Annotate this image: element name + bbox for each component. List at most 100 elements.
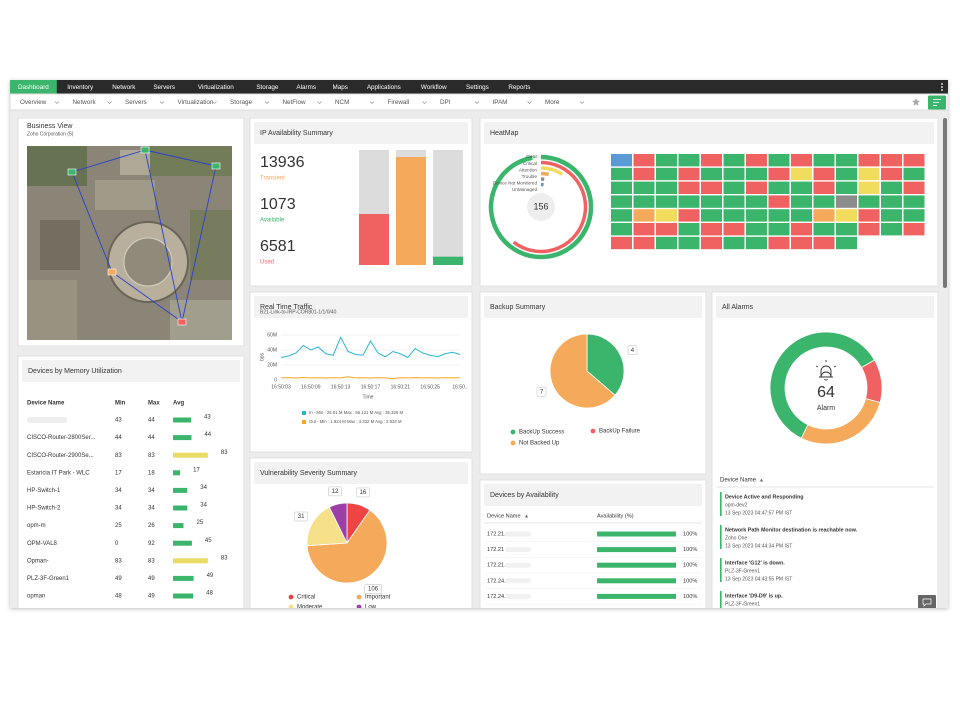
heatmap-cell[interactable] (791, 209, 812, 222)
heatmap-cell[interactable] (723, 195, 745, 208)
heatmap-cell[interactable] (678, 236, 700, 250)
heatmap-cell[interactable] (678, 167, 700, 181)
nav-tab[interactable]: Dashboard (18, 84, 49, 91)
heatmap-cell[interactable] (656, 209, 677, 222)
pie-slice[interactable] (306, 509, 388, 584)
heatmap-cell[interactable] (791, 154, 812, 167)
heatmap-cell[interactable] (656, 236, 677, 250)
heatmap-cell[interactable] (611, 209, 632, 222)
heatmap-cell[interactable] (858, 181, 880, 194)
heatmap-cell[interactable] (746, 181, 767, 194)
heatmap-cell[interactable] (746, 209, 767, 222)
heatmap-cell[interactable] (701, 223, 722, 236)
heatmap-cell[interactable] (903, 154, 925, 167)
device-icon[interactable] (67, 168, 77, 176)
heatmap-cell[interactable] (656, 195, 677, 208)
heatmap-cell[interactable] (903, 195, 925, 208)
heatmap-cell[interactable] (881, 209, 902, 222)
heatmap-cell[interactable] (791, 223, 812, 236)
heatmap-cell[interactable] (791, 181, 812, 194)
sub-tab[interactable]: More (545, 99, 560, 106)
heatmap-cell[interactable] (836, 167, 857, 181)
heatmap-cell[interactable] (746, 236, 767, 250)
heatmap-cell[interactable] (903, 209, 925, 222)
sub-tab[interactable]: Servers (125, 99, 147, 106)
heatmap-cell[interactable] (656, 167, 677, 181)
heatmap-cell[interactable] (723, 167, 745, 181)
heatmap-cell[interactable] (701, 209, 722, 222)
heatmap-cell[interactable] (858, 167, 880, 181)
nav-tab[interactable]: Virtualization (198, 84, 234, 91)
sub-tab[interactable]: Network (73, 99, 97, 106)
heatmap-cell[interactable] (746, 167, 767, 181)
heatmap-cell[interactable] (633, 181, 655, 194)
heatmap-cell[interactable] (768, 167, 790, 181)
heatmap-cell[interactable] (678, 195, 700, 208)
heatmap-cell[interactable] (903, 181, 925, 194)
sub-tab[interactable]: Virtualization (178, 99, 214, 106)
heatmap-cell[interactable] (656, 181, 677, 194)
heatmap-cell[interactable] (611, 223, 632, 236)
heatmap-cell[interactable] (836, 181, 857, 194)
heatmap-cell[interactable] (678, 209, 700, 222)
device-icon[interactable] (211, 162, 221, 170)
heatmap-cell[interactable] (858, 195, 880, 208)
donut-segment[interactable] (769, 331, 876, 439)
heatmap-cell[interactable] (768, 154, 790, 167)
heatmap-cell[interactable] (791, 236, 812, 250)
nav-tab[interactable]: Reports (508, 84, 530, 91)
heatmap-cell[interactable] (768, 223, 790, 236)
heatmap-cell[interactable] (881, 181, 902, 194)
heatmap-cell[interactable] (611, 236, 632, 250)
heatmap-cell[interactable] (881, 154, 902, 167)
heatmap-cell[interactable] (723, 223, 745, 236)
sub-tab[interactable]: Storage (230, 99, 253, 106)
heatmap-cell[interactable] (836, 195, 857, 208)
heatmap-cell[interactable] (701, 181, 722, 194)
heatmap-cell[interactable] (768, 236, 790, 250)
alarm-message[interactable]: Network Path Monitor destination is reac… (725, 527, 858, 533)
heatmap-cell[interactable] (768, 195, 790, 208)
heatmap-cell[interactable] (723, 236, 745, 250)
heatmap-cell[interactable] (611, 167, 632, 181)
heatmap-cell[interactable] (611, 181, 632, 194)
star-icon[interactable] (912, 98, 920, 106)
heatmap-cell[interactable] (791, 167, 812, 181)
heatmap-cell[interactable] (858, 154, 880, 167)
heatmap-cell[interactable] (768, 181, 790, 194)
pie-slice[interactable] (549, 333, 616, 409)
heatmap-cell[interactable] (881, 195, 902, 208)
heatmap-cell[interactable] (656, 154, 677, 167)
nav-tab[interactable]: Applications (367, 84, 401, 91)
heatmap-cell[interactable] (836, 223, 857, 236)
heatmap-cell[interactable] (723, 181, 745, 194)
heatmap-cell[interactable] (611, 195, 632, 208)
heatmap-cell[interactable] (836, 209, 857, 222)
heatmap-cell[interactable] (903, 223, 925, 236)
heatmap-cell[interactable] (678, 154, 700, 167)
heatmap-cell[interactable] (633, 195, 655, 208)
nav-tab[interactable]: Settings (466, 84, 489, 91)
heatmap-cell[interactable] (723, 209, 745, 222)
sub-tab[interactable]: IPAM (493, 99, 508, 106)
device-icon[interactable] (177, 318, 187, 326)
heatmap-cell[interactable] (678, 181, 700, 194)
pie-slice[interactable] (586, 333, 625, 396)
heatmap-cell[interactable] (791, 195, 812, 208)
alarm-message[interactable]: Interface 'D9-D9' is up. (725, 593, 783, 599)
heatmap-cell[interactable] (858, 223, 880, 236)
heatmap-cell[interactable] (813, 236, 835, 250)
heatmap-cell[interactable] (633, 236, 655, 250)
heatmap-cell[interactable] (611, 154, 632, 167)
heatmap-cell[interactable] (701, 195, 722, 208)
heatmap-cell[interactable] (836, 236, 857, 250)
pie-slice[interactable] (328, 502, 348, 544)
heatmap-cell[interactable] (836, 154, 857, 167)
sub-tab[interactable]: NetFlow (283, 99, 307, 106)
heatmap-cell[interactable] (701, 236, 722, 250)
heatmap-cell[interactable] (813, 209, 835, 222)
heatmap-cell[interactable] (746, 154, 767, 167)
nav-tab[interactable]: Servers (153, 84, 175, 91)
heatmap-cell[interactable] (746, 195, 767, 208)
heatmap-cell[interactable] (813, 181, 835, 194)
